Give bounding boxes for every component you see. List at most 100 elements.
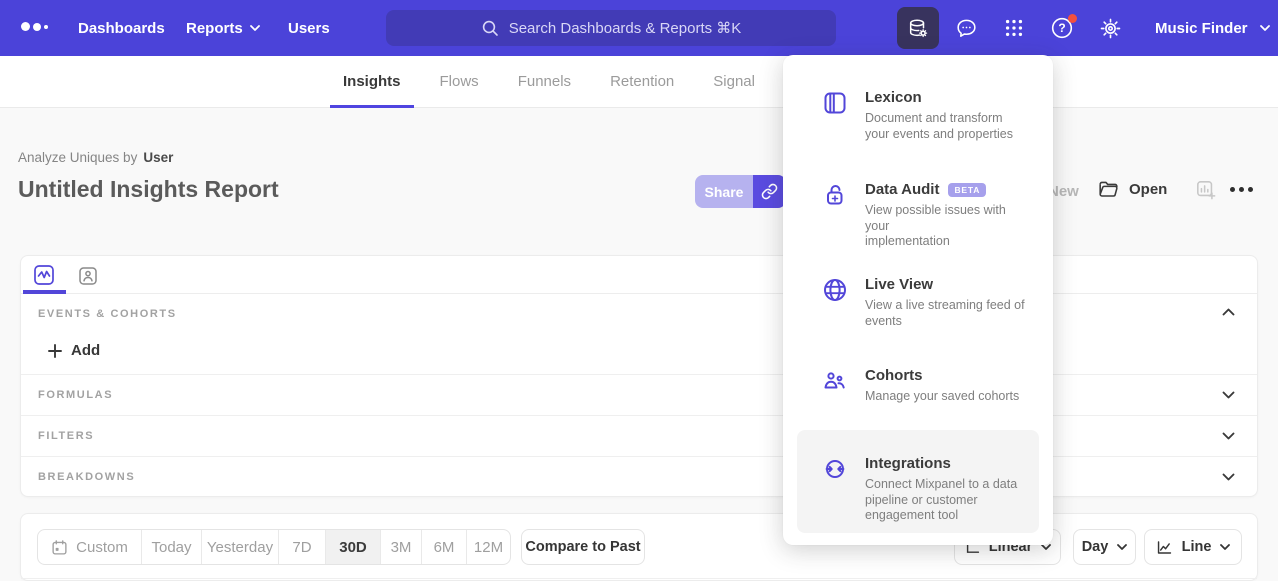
add-to-dashboard-button[interactable]	[1196, 180, 1216, 200]
active-tab-underline	[23, 290, 66, 294]
dot	[1239, 187, 1244, 192]
data-audit-lock-icon	[822, 182, 848, 250]
collapse-section-button[interactable]	[1222, 308, 1235, 316]
menu-item-data-audit[interactable]: Data Audit BETA View possible issues wit…	[797, 171, 1039, 260]
project-selector[interactable]: Music Finder	[1155, 0, 1270, 56]
apps-grid-button[interactable]	[993, 7, 1035, 49]
compare-to-past-button[interactable]: Compare to Past	[521, 529, 645, 565]
tab-signal[interactable]: Signal	[700, 56, 768, 108]
menu-item-lexicon[interactable]: Lexicon Document and transform your even…	[797, 79, 1039, 152]
search-input[interactable]: Search Dashboards & Reports ⌘K	[386, 10, 836, 46]
tab-insights[interactable]: Insights	[330, 56, 414, 108]
menu-item-title: Integrations	[865, 455, 951, 472]
settings-button[interactable]	[1089, 7, 1131, 49]
data-management-button[interactable]	[897, 7, 939, 49]
logo-dot	[21, 22, 30, 31]
help-icon: ?	[1051, 17, 1073, 39]
share-button[interactable]: Share	[695, 175, 753, 208]
menu-item-title: Lexicon	[865, 89, 922, 106]
open-label: Open	[1129, 180, 1168, 198]
range-label: 30D	[339, 538, 367, 556]
chevron-down-icon	[1222, 391, 1235, 399]
toolbar-divider	[21, 578, 1257, 579]
chevron-down-icon	[1222, 432, 1235, 440]
range-6m[interactable]: 6M	[422, 530, 467, 564]
add-event-button[interactable]: Add	[48, 342, 100, 359]
menu-item-title: Cohorts	[865, 367, 923, 384]
menu-item-text: Integrations Connect Mixpanel to a data …	[865, 455, 1017, 523]
menu-item-description: Connect Mixpanel to a data pipeline or c…	[865, 477, 1018, 522]
svg-text:?: ?	[1058, 21, 1065, 35]
range-label: Custom	[76, 538, 128, 556]
tab-flows[interactable]: Flows	[427, 56, 492, 108]
range-label: Today	[151, 538, 192, 556]
filters-section[interactable]: FILTERS	[21, 415, 1257, 456]
nav-users[interactable]: Users	[288, 0, 330, 56]
breakdowns-section[interactable]: BREAKDOWNS	[21, 456, 1257, 497]
nav-dashboards[interactable]: Dashboards	[78, 0, 165, 56]
logo-dot	[33, 22, 41, 31]
menu-item-description: Document and transform your events and p…	[865, 111, 1014, 141]
menu-item-title: Live View	[865, 276, 934, 293]
chart-add-icon	[1197, 181, 1216, 200]
open-report-button[interactable]: Open	[1098, 180, 1167, 198]
logo-dot	[44, 24, 48, 29]
new-report-button[interactable]: New	[1048, 183, 1079, 200]
events-view-tab[interactable]	[34, 265, 54, 285]
range-3m[interactable]: 3M	[381, 530, 422, 564]
range-yesterday[interactable]: Yesterday	[202, 530, 279, 564]
person-icon	[79, 267, 97, 285]
line-chart-icon	[1157, 540, 1171, 554]
help-button[interactable]: ?	[1041, 7, 1083, 49]
new-label: New	[1048, 183, 1079, 200]
range-label: 12M	[473, 538, 504, 556]
chart-type-label: Line	[1181, 539, 1212, 555]
profiles-view-tab[interactable]	[79, 267, 97, 285]
range-7d[interactable]: 7D	[279, 530, 326, 564]
link-icon	[761, 183, 778, 200]
notification-dot	[1068, 14, 1077, 23]
tab-retention[interactable]: Retention	[597, 56, 687, 108]
insights-builder-panel: EVENTS & COHORTS Add FORMULAS FILTERS BR…	[20, 255, 1258, 497]
add-label: Add	[71, 342, 101, 359]
page-title[interactable]: Untitled Insights Report	[18, 176, 279, 202]
project-name: Music Finder	[1155, 19, 1248, 37]
formulas-header: FORMULAS	[38, 389, 114, 401]
menu-item-integrations[interactable]: Integrations Connect Mixpanel to a data …	[797, 430, 1039, 533]
tab-label: Signal	[713, 73, 755, 90]
tab-funnels[interactable]: Funnels	[505, 56, 584, 108]
interval-label: Day	[1081, 539, 1109, 555]
interval-dropdown[interactable]: Day	[1073, 529, 1136, 565]
range-today[interactable]: Today	[142, 530, 202, 564]
folder-icon	[1099, 181, 1118, 197]
chart-type-dropdown[interactable]: Line	[1144, 529, 1242, 565]
apps-grid-icon	[1005, 19, 1023, 37]
tab-label: Retention	[610, 73, 675, 90]
formulas-section[interactable]: FORMULAS	[21, 374, 1257, 415]
date-range-picker: Custom Today Yesterday 7D 30D 3M 6M 12M	[37, 529, 511, 565]
menu-item-cohorts[interactable]: Cohorts Manage your saved cohorts	[797, 357, 1039, 415]
range-12m[interactable]: 12M	[467, 530, 510, 564]
chevron-down-icon	[1041, 544, 1052, 550]
mixpanel-logo[interactable]	[21, 22, 48, 31]
menu-item-text: Cohorts Manage your saved cohorts	[865, 367, 1019, 405]
lexicon-book-icon	[822, 90, 848, 142]
feedback-button[interactable]	[945, 7, 987, 49]
plus-icon	[48, 343, 62, 358]
range-30d[interactable]: 30D	[326, 530, 381, 564]
nav-reports[interactable]: Reports	[186, 0, 260, 56]
range-label: Yesterday	[206, 538, 274, 556]
dot	[1248, 187, 1253, 192]
copy-link-button[interactable]	[753, 175, 786, 208]
more-options-button[interactable]	[1230, 187, 1253, 192]
feedback-chat-icon	[956, 19, 976, 37]
breakdowns-header: BREAKDOWNS	[38, 471, 136, 483]
range-custom[interactable]: Custom	[38, 530, 142, 564]
menu-item-description: View a live streaming feed of events	[865, 298, 1025, 328]
builder-mini-tabs	[21, 256, 1257, 294]
analyze-entity[interactable]: User	[143, 150, 174, 165]
share-button-group: Share	[695, 175, 786, 208]
integrations-sync-icon	[822, 456, 848, 523]
menu-item-live-view[interactable]: Live View View a live streaming feed of …	[797, 266, 1039, 339]
tab-label: Flows	[439, 73, 479, 90]
